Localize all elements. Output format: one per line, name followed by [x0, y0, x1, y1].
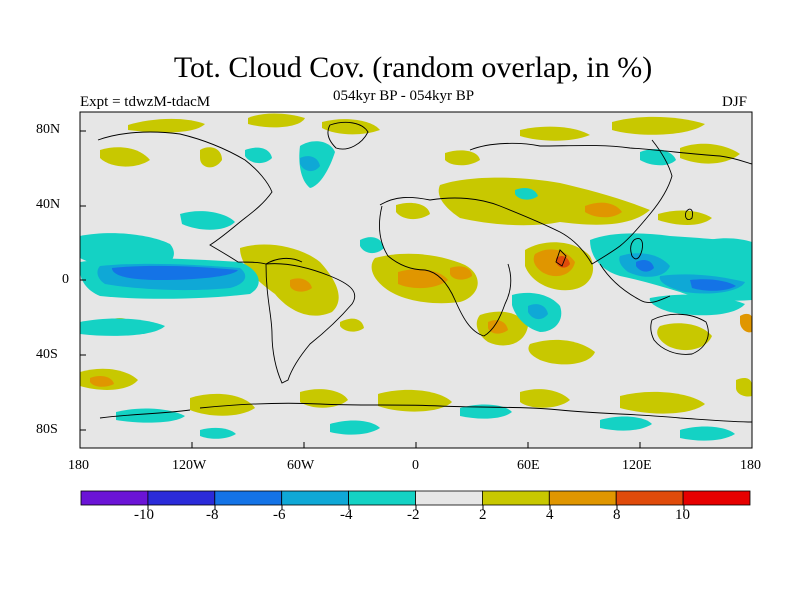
colorbar-swatch [682, 490, 751, 506]
colorbar-swatch [80, 490, 149, 506]
y-tick-label: 40N [36, 197, 61, 212]
x-tick-label: 120E [622, 458, 652, 473]
colorbar-tick-marks [147, 505, 685, 510]
x-tick-label: 60E [517, 458, 540, 473]
chart-title: Tot. Cloud Cov. (random overlap, in %) [173, 51, 653, 84]
season-label: DJF [722, 94, 748, 110]
x-tick-label: 60W [287, 458, 315, 473]
colorbar-tick-label: -6 [273, 507, 286, 523]
colorbar-tick-label: -10 [134, 507, 154, 523]
colorbar-tick-label: -2 [407, 507, 420, 523]
colorbar-swatch [214, 490, 283, 506]
colorbar-tick-label: 10 [675, 507, 690, 523]
colorbar-tick-label: 8 [613, 507, 621, 523]
chart-subtitle: 054kyr BP - 054kyr BP [333, 88, 475, 104]
x-tick-label: 180 [740, 458, 761, 473]
y-tick-label: 80N [36, 122, 61, 137]
colorbar-swatch [147, 490, 216, 506]
colorbar-swatch [548, 490, 617, 506]
colorbar-tick-label: 4 [546, 507, 554, 523]
colorbar-swatch [481, 490, 550, 506]
coastlines [97, 121, 752, 423]
map-panel [80, 112, 752, 448]
colorbar-swatch [415, 490, 483, 506]
colorbar-swatch [615, 490, 684, 506]
x-tick-label: 120W [172, 458, 207, 473]
colorbar-swatch [281, 490, 350, 506]
y-tick-label: 40S [36, 347, 58, 362]
experiment-label: Expt = tdwzM-tdacM [80, 94, 211, 110]
anomaly-negative-strong [112, 260, 736, 291]
y-tick-label: 80S [36, 422, 58, 437]
colorbar-swatch [348, 490, 416, 506]
y-tick-label: 0 [62, 272, 69, 287]
x-tick-label: 0 [412, 458, 419, 473]
colorbar [80, 490, 751, 506]
colorbar-tick-label: 2 [479, 507, 487, 523]
x-tick-label: 180 [68, 458, 89, 473]
colorbar-tick-label: -4 [340, 507, 353, 523]
axis-ticks [79, 130, 753, 448]
colorbar-tick-label: -8 [206, 507, 219, 523]
